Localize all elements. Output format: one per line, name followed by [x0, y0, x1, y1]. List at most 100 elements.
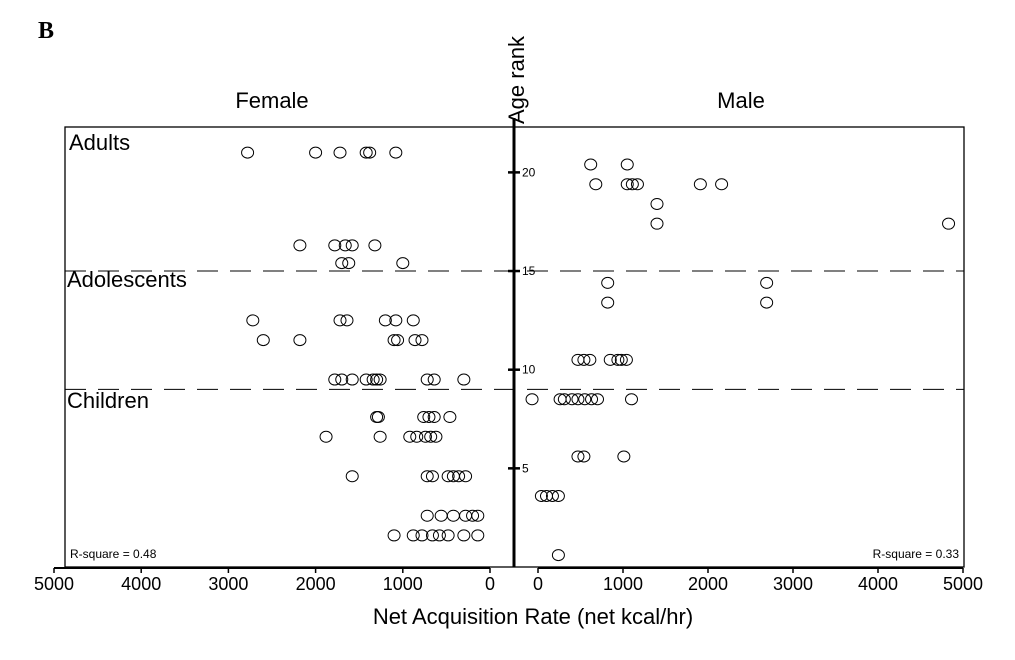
male-point-32: [577, 450, 591, 463]
female-point-39: [422, 411, 436, 424]
male-point-3: [620, 178, 634, 191]
female-point-65: [425, 529, 439, 542]
female-point-16: [340, 314, 354, 327]
male-point-11: [601, 276, 615, 289]
y-tick-label-10: 10: [522, 363, 536, 377]
male-panel-title: Male: [717, 88, 765, 113]
male-point-28: [585, 393, 599, 406]
female-point-18: [389, 314, 403, 327]
male-point-13: [601, 296, 615, 309]
female-point-37: [371, 411, 385, 424]
female-point-41: [443, 411, 457, 424]
female-point-10: [368, 239, 382, 252]
female-point-21: [293, 334, 307, 347]
female-point-24: [408, 334, 422, 347]
male-point-5: [630, 178, 644, 191]
female-point-11: [335, 257, 349, 270]
female-point-49: [345, 470, 359, 483]
female-point-2: [333, 146, 347, 159]
female-x-tick-label-1000: 1000: [383, 574, 423, 594]
female-x-tick-label-0: 0: [485, 574, 495, 594]
female-point-7: [328, 239, 342, 252]
male-x-tick-label-1000: 1000: [603, 574, 643, 594]
panel-label: B: [38, 18, 54, 44]
y-tick-label-5: 5: [522, 461, 529, 475]
female-point-25: [415, 334, 429, 347]
male-point-25: [565, 393, 579, 406]
male-point-21: [619, 353, 633, 366]
male-point-9: [650, 217, 664, 230]
male-x-tick-label-2000: 2000: [688, 574, 728, 594]
female-point-55: [459, 470, 473, 483]
female-x-tick-label-5000: 5000: [34, 574, 74, 594]
male-point-14: [760, 296, 774, 309]
female-point-28: [345, 373, 359, 386]
female-point-56: [420, 509, 434, 522]
male-point-17: [583, 353, 597, 366]
male-point-0: [584, 158, 598, 171]
female-point-26: [328, 373, 342, 386]
female-point-43: [373, 430, 387, 443]
data-points: [241, 146, 956, 562]
female-point-61: [471, 509, 485, 522]
female-point-33: [420, 373, 434, 386]
female-point-3: [359, 146, 373, 159]
female-point-54: [452, 470, 466, 483]
male-point-38: [551, 549, 565, 562]
female-point-19: [406, 314, 420, 327]
male-point-2: [589, 178, 603, 191]
female-point-44: [403, 430, 417, 443]
female-point-63: [406, 529, 420, 542]
female-point-14: [246, 314, 260, 327]
female-point-15: [333, 314, 347, 327]
female-point-30: [366, 373, 380, 386]
female-point-0: [241, 146, 255, 159]
female-point-32: [373, 373, 387, 386]
male-point-4: [625, 178, 639, 191]
y-tick-label-15: 15: [522, 264, 536, 278]
male-point-26: [571, 393, 585, 406]
male-point-37: [551, 489, 565, 502]
female-point-50: [420, 470, 434, 483]
female-point-64: [415, 529, 429, 542]
male-point-18: [603, 353, 617, 366]
female-point-47: [424, 430, 438, 443]
male-point-8: [650, 197, 664, 210]
group-label-adolescents: Adolescents: [67, 267, 187, 292]
female-point-58: [446, 509, 460, 522]
male-point-30: [625, 393, 638, 406]
male-point-20: [614, 353, 628, 366]
female-point-57: [434, 509, 448, 522]
female-point-38: [417, 411, 431, 424]
female-point-60: [466, 509, 480, 522]
female-point-20: [256, 334, 270, 347]
female-point-5: [389, 146, 403, 159]
female-point-8: [338, 239, 352, 252]
female-x-tick-label-3000: 3000: [208, 574, 248, 594]
female-point-35: [457, 373, 471, 386]
x-axis: 5000 4000 3000 2000 1000 0 0 1000 2000 3000 4000 50…: [34, 567, 983, 594]
male-x-tick-label-3000: 3000: [773, 574, 813, 594]
female-point-1: [309, 146, 323, 159]
female-point-12: [342, 257, 356, 270]
female-x-tick-label-2000: 2000: [296, 574, 336, 594]
male-x-tick-label-0: 0: [533, 574, 543, 594]
female-point-62: [387, 529, 401, 542]
male-point-7: [715, 178, 729, 191]
male-x-tick-label-4000: 4000: [858, 574, 898, 594]
male-point-1: [620, 158, 634, 171]
male-point-6: [693, 178, 707, 191]
male-point-31: [571, 450, 585, 463]
male-point-34: [534, 489, 548, 502]
female-point-53: [446, 470, 460, 483]
female-point-13: [396, 257, 410, 270]
female-point-6: [293, 239, 307, 252]
female-point-34: [427, 373, 441, 386]
female-point-40: [427, 411, 441, 424]
male-point-19: [611, 353, 625, 366]
female-point-17: [378, 314, 392, 327]
male-point-10: [942, 217, 956, 230]
male-point-27: [578, 393, 592, 406]
female-point-68: [457, 529, 471, 542]
